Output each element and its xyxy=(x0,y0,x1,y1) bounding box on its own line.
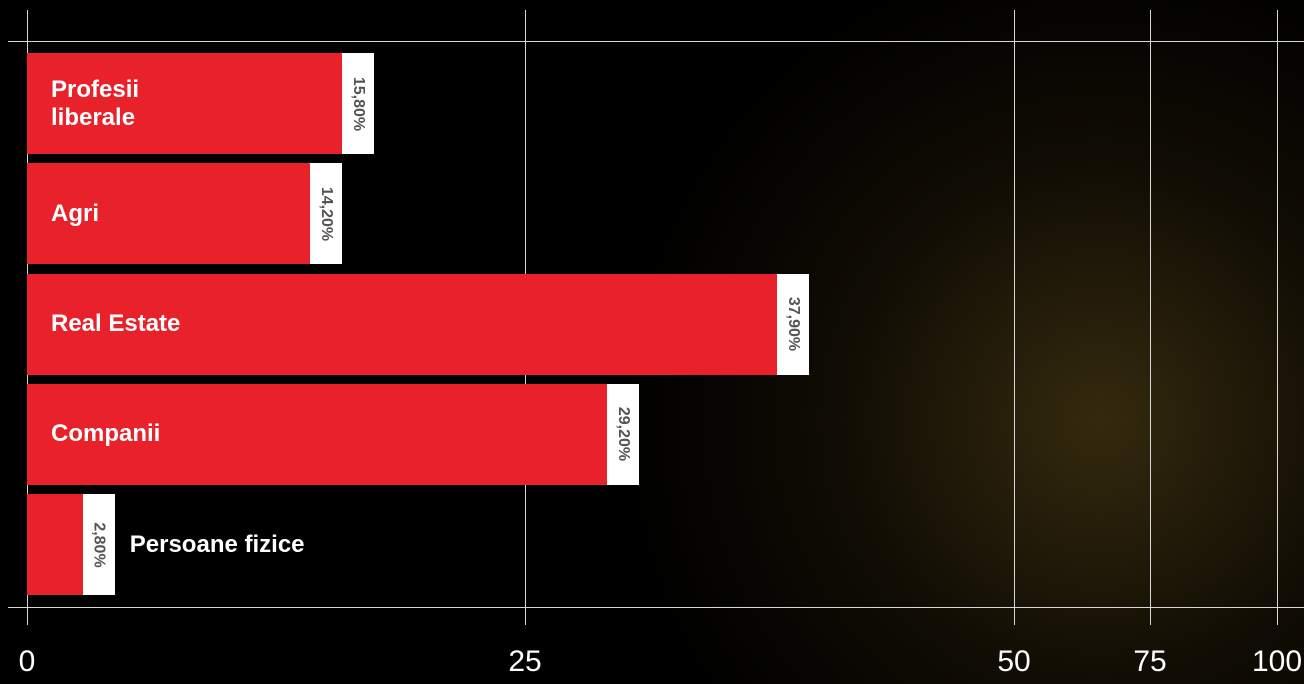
top-rule xyxy=(8,41,1304,42)
value-label: 15,80% xyxy=(349,76,367,131)
bar xyxy=(27,273,778,375)
value-label: 37,90% xyxy=(785,296,803,352)
x-tick-label: 50 xyxy=(997,645,1031,678)
x-tick-label: 75 xyxy=(1133,645,1167,678)
value-label: 14,20% xyxy=(317,186,335,241)
grid-line xyxy=(1277,10,1278,625)
category-label: Real Estate xyxy=(51,310,181,338)
category-label: Profesii liberale xyxy=(51,75,140,131)
category-label: Persoane fizice xyxy=(129,530,305,558)
bar xyxy=(27,383,608,485)
category-label: Agri xyxy=(51,199,99,227)
value-label-box: 14,20% xyxy=(309,163,342,265)
value-label-box: 15,80% xyxy=(341,53,374,154)
category-label: Companii xyxy=(51,420,161,448)
x-tick-label: 25 xyxy=(508,645,542,678)
bar xyxy=(27,494,83,596)
x-tick-label: 0 xyxy=(18,645,36,678)
bottom-rule xyxy=(8,607,1304,608)
bar xyxy=(27,53,342,154)
value-label: 2,80% xyxy=(90,522,108,568)
value-label-box: 37,90% xyxy=(777,273,810,375)
x-tick-label: 100 xyxy=(1251,645,1303,678)
grid-line xyxy=(1150,10,1151,625)
value-label-box: 2,80% xyxy=(82,494,115,596)
value-label: 29,20% xyxy=(615,407,633,462)
grid-line xyxy=(1014,10,1015,625)
value-label-box: 29,20% xyxy=(607,383,640,485)
bar xyxy=(27,163,310,265)
